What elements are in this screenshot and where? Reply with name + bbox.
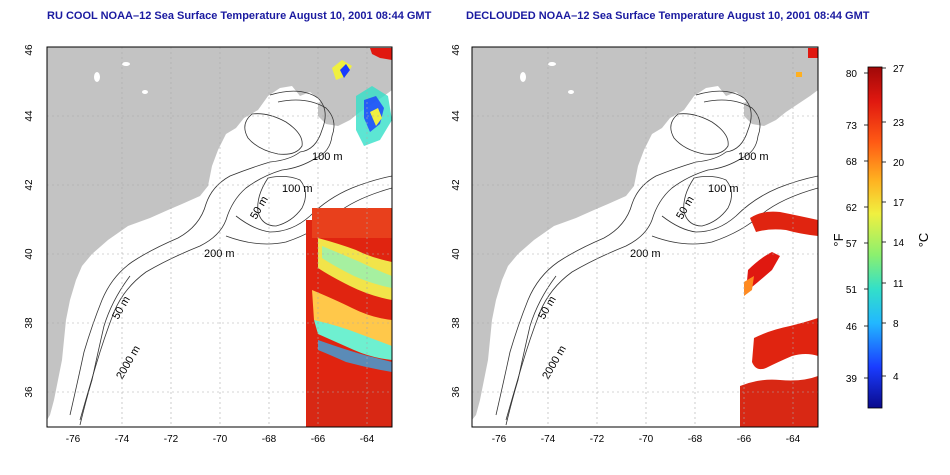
lon-tick-label: -66	[737, 434, 752, 445]
contour-label-100m-b: 100 m	[708, 183, 739, 195]
colorbar-f-tick: 62	[846, 203, 858, 214]
lat-tick-label: 44	[451, 110, 462, 122]
lon-tick-label: -74	[541, 434, 556, 445]
colorbar-f-tick: 73	[846, 121, 858, 132]
colorbar-fahrenheit-label: °F	[831, 233, 846, 246]
nova-scotia-land	[744, 62, 818, 126]
lat-tick-label: 40	[24, 248, 35, 260]
colorbar-c-tick: 17	[893, 198, 905, 209]
lat-tick-label: 40	[451, 248, 462, 260]
land-mass	[472, 47, 818, 420]
nova-scotia-land	[318, 62, 392, 126]
lon-tick-label: -70	[213, 434, 228, 445]
colorbar-f-tick: 57	[846, 239, 858, 250]
lon-tick-label: -64	[786, 434, 801, 445]
lon-tick-label: -72	[590, 434, 605, 445]
colorbar-c-tick: 14	[893, 238, 905, 249]
lon-tick-label: -70	[639, 434, 654, 445]
colorbar-f-tick: 39	[846, 374, 858, 385]
colorbar-c-tick: 20	[893, 158, 905, 169]
lat-tick-label: 42	[24, 179, 35, 191]
contour-label-100m-a: 100 m	[738, 151, 769, 163]
colorbar-c-tick: 8	[893, 319, 899, 330]
lat-tick-label: 42	[451, 179, 462, 191]
lat-tick-label: 46	[24, 44, 35, 56]
left-panel-title: RU COOL NOAA–12 Sea Surface Temperature …	[47, 10, 432, 22]
contour-label-200m: 200 m	[204, 248, 235, 260]
lon-tick-label: -74	[115, 434, 130, 445]
lon-tick-label: -68	[262, 434, 277, 445]
colorbar-c-tick: 27	[893, 64, 905, 75]
lat-tick-label: 46	[451, 44, 462, 56]
colorbar-c-tick: 23	[893, 118, 905, 129]
contour-label-100m-a: 100 m	[312, 151, 343, 163]
lon-tick-label: -76	[66, 434, 81, 445]
lat-tick-label: 44	[24, 110, 35, 122]
contour-label-100m-b: 100 m	[282, 183, 313, 195]
lat-tick-label: 38	[451, 317, 462, 329]
colorbar-celsius-label: °C	[916, 233, 931, 248]
lon-tick-label: -64	[360, 434, 375, 445]
colorbar-f-tick: 46	[846, 322, 858, 333]
lon-tick-label: -76	[492, 434, 507, 445]
lon-tick-label: -68	[688, 434, 703, 445]
lon-tick-label: -72	[164, 434, 179, 445]
colorbar-f-tick: 68	[846, 157, 858, 168]
colorbar-c-tick: 11	[893, 279, 904, 290]
lat-tick-label: 38	[24, 317, 35, 329]
right-panel-title: DECLOUDED NOAA–12 Sea Surface Temperatur…	[466, 10, 870, 22]
lat-tick-label: 36	[451, 386, 462, 398]
colorbar: 80 73 68 62 57 51 46 39	[831, 64, 931, 409]
left-map-panel: 100 m 100 m 50 m 200 m 50 m 2000 m -76 -…	[24, 44, 393, 445]
lon-tick-label: -66	[311, 434, 326, 445]
colorbar-f-tick: 80	[846, 69, 858, 80]
lat-tick-label: 36	[24, 386, 35, 398]
right-sst-patches	[740, 48, 818, 427]
colorbar-f-tick: 51	[846, 285, 858, 296]
colorbar-gradient	[867, 66, 883, 409]
contour-label-200m: 200 m	[630, 248, 661, 260]
colorbar-c-tick: 4	[893, 372, 899, 383]
right-map-panel: 100 m 100 m 50 m 200 m 50 m 2000 m -76 -…	[451, 44, 819, 445]
land-mass	[47, 47, 392, 420]
left-sst-swath	[306, 48, 392, 427]
